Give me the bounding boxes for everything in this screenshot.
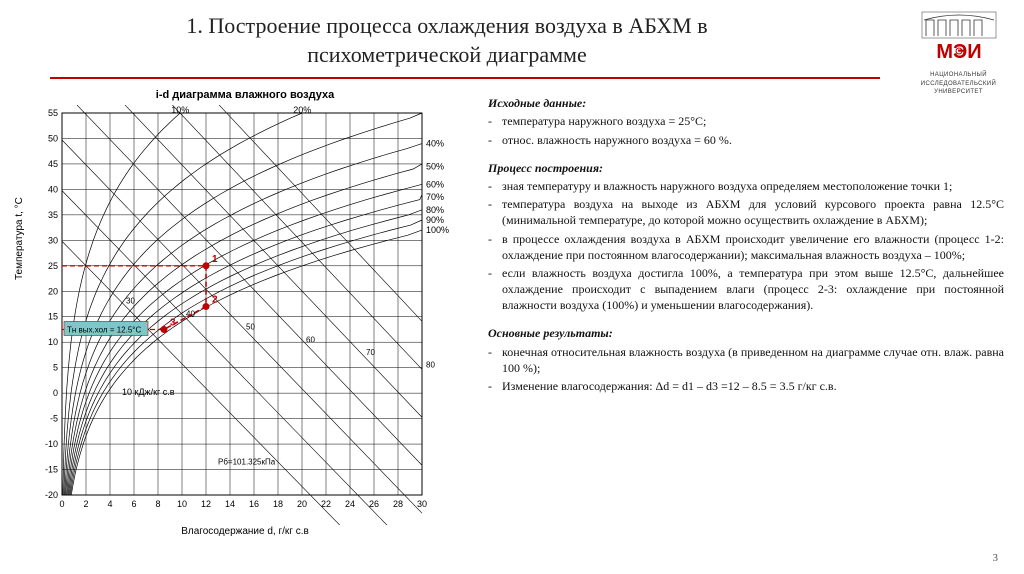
svg-text:45: 45 [48, 159, 58, 169]
section-results: Основные результаты: [488, 325, 1004, 341]
process-item: если влажность воздуха достигла 100%, а … [502, 265, 1004, 314]
svg-text:80: 80 [426, 360, 435, 369]
process-item: температура воздуха на выходе из АБХМ дл… [502, 196, 1004, 228]
svg-text:70%: 70% [426, 192, 444, 202]
section-initial-data: Исходные данные: [488, 95, 1004, 111]
chart-title: i-d диаграмма влажного воздуха [20, 89, 470, 101]
svg-text:80%: 80% [426, 205, 444, 215]
data-item: относ. влажность наружного воздуха = 60 … [502, 132, 1004, 148]
logo-sub3: УНИВЕРСИТЕТ [911, 89, 1006, 96]
svg-text:10: 10 [48, 337, 58, 347]
psychrometric-chart: 024681012141618202224262830-20-15-10-505… [20, 105, 470, 535]
page-number: 3 [993, 552, 999, 564]
university-logo: МЭИ НАЦИОНАЛЬНЫЙ ИССЛЕДОВАТЕЛЬСКИЙ УНИВЕ… [911, 10, 1006, 96]
svg-text:26: 26 [369, 499, 379, 509]
svg-text:20: 20 [48, 286, 58, 296]
svg-text:1: 1 [212, 254, 218, 265]
svg-text:2: 2 [83, 499, 88, 509]
svg-text:-10: -10 [45, 439, 58, 449]
svg-text:30: 30 [417, 499, 427, 509]
svg-text:55: 55 [48, 108, 58, 118]
svg-text:30: 30 [126, 297, 135, 306]
svg-text:-5: -5 [50, 414, 58, 424]
svg-text:50: 50 [48, 134, 58, 144]
svg-text:10: 10 [177, 499, 187, 509]
svg-text:60%: 60% [426, 179, 444, 189]
result-item: Изменение влагосодержания: Δd = d1 – d3 … [502, 378, 1004, 394]
svg-text:14: 14 [225, 499, 235, 509]
svg-text:20: 20 [297, 499, 307, 509]
logo-sub2: ИССЛЕДОВАТЕЛЬСКИЙ [911, 81, 1006, 88]
svg-text:6: 6 [131, 499, 136, 509]
x-axis-label: Влагосодержание d, г/кг с.в [181, 526, 309, 537]
svg-text:16: 16 [249, 499, 259, 509]
svg-text:25: 25 [48, 261, 58, 271]
process-item: зная температуру и влажность наружного в… [502, 178, 1004, 194]
svg-text:15: 15 [48, 312, 58, 322]
svg-text:3: 3 [170, 318, 176, 329]
svg-text:5: 5 [53, 363, 58, 373]
svg-text:24: 24 [345, 499, 355, 509]
svg-text:50%: 50% [426, 162, 444, 172]
svg-text:40%: 40% [426, 139, 444, 149]
svg-text:-15: -15 [45, 465, 58, 475]
svg-text:2: 2 [212, 295, 218, 306]
logo-sub1: НАЦИОНАЛЬНЫЙ [911, 72, 1006, 79]
svg-text:12: 12 [201, 499, 211, 509]
svg-text:70: 70 [366, 348, 375, 357]
svg-text:4: 4 [107, 499, 112, 509]
y-axis-label: Температура t, °C [14, 197, 25, 280]
slide-title: 1. Построение процесса охлаждения воздух… [20, 12, 1004, 75]
result-item: конечная относительная влажность воздуха… [502, 344, 1004, 376]
svg-text:50: 50 [246, 323, 255, 332]
svg-text:20%: 20% [293, 105, 311, 115]
svg-text:8: 8 [155, 499, 160, 509]
section-process: Процесс построения: [488, 160, 1004, 176]
svg-text:100%: 100% [426, 225, 449, 235]
svg-text:90%: 90% [426, 215, 444, 225]
svg-text:Tн вых.хол = 12.5°С: Tн вых.хол = 12.5°С [67, 326, 141, 335]
svg-text:18: 18 [273, 499, 283, 509]
svg-text:30: 30 [48, 236, 58, 246]
svg-text:МЭИ: МЭИ [936, 41, 981, 63]
svg-text:Pб=101.325кПа: Pб=101.325кПа [218, 458, 276, 467]
data-item: температура наружного воздуха = 25°С; [502, 113, 1004, 129]
chart-column: i-d диаграмма влажного воздуха 024681012… [20, 89, 470, 535]
svg-text:0: 0 [59, 499, 64, 509]
svg-text:60: 60 [306, 336, 315, 345]
svg-text:-20: -20 [45, 490, 58, 500]
title-underline [50, 77, 880, 79]
svg-text:40: 40 [48, 185, 58, 195]
text-column: Исходные данные: -температура наружного … [470, 89, 1004, 535]
svg-text:28: 28 [393, 499, 403, 509]
svg-text:0: 0 [53, 388, 58, 398]
svg-text:10 кДж/кг с.в: 10 кДж/кг с.в [122, 387, 175, 397]
svg-text:35: 35 [48, 210, 58, 220]
process-item: в процессе охлаждения воздуха в АБХМ про… [502, 231, 1004, 263]
